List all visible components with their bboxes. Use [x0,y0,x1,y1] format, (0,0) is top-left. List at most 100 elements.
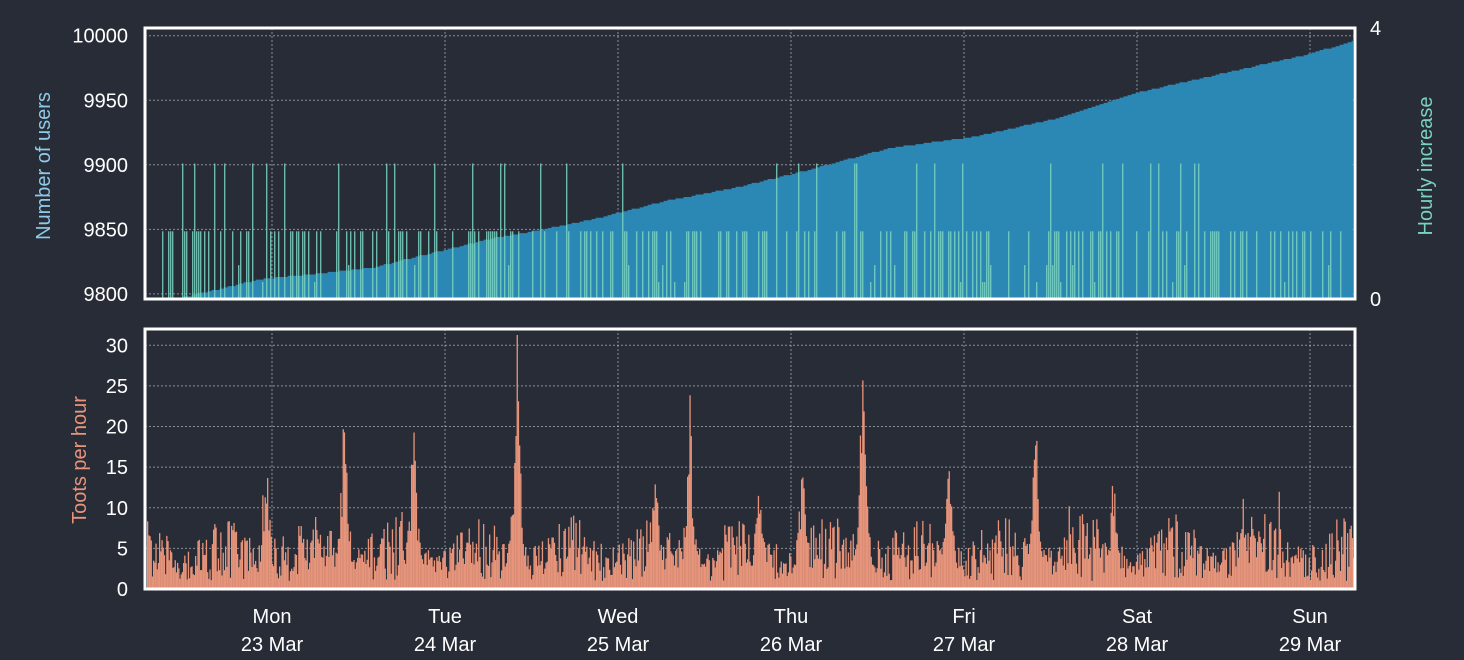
toot-bar [1029,543,1031,589]
hourly-increase-bar [862,231,864,300]
hourly-increase-bar [890,231,892,300]
toot-bar [672,555,674,589]
hourly-increase-bar [566,163,568,299]
toot-bar [1056,561,1058,589]
toot-bar [895,532,898,589]
toot-bar [735,554,737,589]
hourly-increase-bar [836,231,838,300]
toot-bar [310,542,312,589]
toot-bar [163,555,166,589]
toot-bar [532,574,534,589]
toot-bar [479,557,481,589]
toot-bar [1215,555,1217,589]
hourly-increase-bar [612,231,614,300]
toot-bar [917,556,919,589]
toot-bar [225,546,227,589]
toot-bar [1038,531,1040,589]
toot-bar [1265,571,1267,589]
toots-tick-label: 10 [106,498,128,520]
toot-bar [828,538,830,589]
toot-bar [589,548,592,589]
toot-bar [253,564,256,589]
toot-bar [366,559,368,589]
toot-bar [493,525,496,589]
toot-bar [1138,569,1140,589]
toot-bar [240,542,242,589]
toot-bar [910,560,912,589]
toot-bar [1205,560,1207,589]
hourly-increase-bar [1148,231,1150,300]
toot-bar [1097,529,1099,589]
toot-bar [1239,539,1241,589]
toot-bar [814,559,816,589]
toot-bar [1347,533,1349,589]
toot-bar [216,571,218,589]
hourly-increase-bar [290,231,292,300]
toot-bar [509,540,511,589]
toot-bar [965,560,967,589]
toot-bar [721,548,724,589]
toot-bar [919,569,922,589]
toot-bar [322,557,324,589]
hourly-increase-bar [798,163,800,299]
hourly-increase-bar [1166,231,1168,300]
toot-bar [1351,538,1354,589]
toot-bar [911,560,913,589]
toot-bar [421,559,424,589]
toot-bar [893,554,895,589]
toot-bar [180,574,182,589]
toot-bar [810,527,812,589]
toot-bar [832,527,834,589]
toot-bar [1121,546,1123,589]
toot-bar [181,572,184,589]
toot-bar [503,544,505,589]
toot-bar [323,546,325,589]
toot-bar [539,565,541,589]
toot-bar [485,546,487,589]
toot-bar [355,562,358,589]
toot-bar [1157,534,1159,589]
hourly-increase-bar [172,231,174,300]
toot-bar [639,538,641,589]
toot-bar [270,536,272,589]
toots-tick-label: 20 [106,417,128,439]
date-label: 26 Mar [760,634,823,656]
toot-bar [481,576,484,589]
toot-bar [1140,565,1142,589]
toot-bar [970,575,972,589]
toot-bar [773,550,775,589]
toot-bar [647,552,649,589]
toot-bar [537,565,539,589]
toot-bar [1240,533,1242,589]
toot-bar [1289,576,1291,589]
toot-bar [1193,529,1195,589]
toot-bar [280,575,282,589]
toot-bar [177,562,179,589]
toot-bar [1229,546,1231,589]
toot-bar [960,551,962,589]
toot-bar [1120,568,1122,589]
toot-bar [467,542,469,589]
hourly-increase-bar [764,231,766,300]
toot-bar [1312,545,1314,589]
toot-bar [887,546,889,589]
toot-bar [1063,537,1066,589]
hourly-increase-bar [1340,231,1342,300]
increase-tick-label: 4 [1370,18,1381,40]
toot-bar [339,538,341,589]
toot-bar [1078,540,1080,589]
toot-bar [1047,561,1049,589]
toot-bar [304,558,306,589]
hourly-increase-bar [350,231,352,300]
toot-bar [450,553,452,589]
toot-bar [406,542,408,589]
toot-bar [529,565,532,589]
toot-bar [186,579,188,589]
toot-bar [1338,551,1340,589]
toot-bar [295,555,298,589]
toot-bar [273,566,275,589]
hourly-increase-bar [512,231,514,300]
toot-bar [825,528,827,589]
toot-bar [501,570,503,589]
toot-bar [1287,542,1289,589]
